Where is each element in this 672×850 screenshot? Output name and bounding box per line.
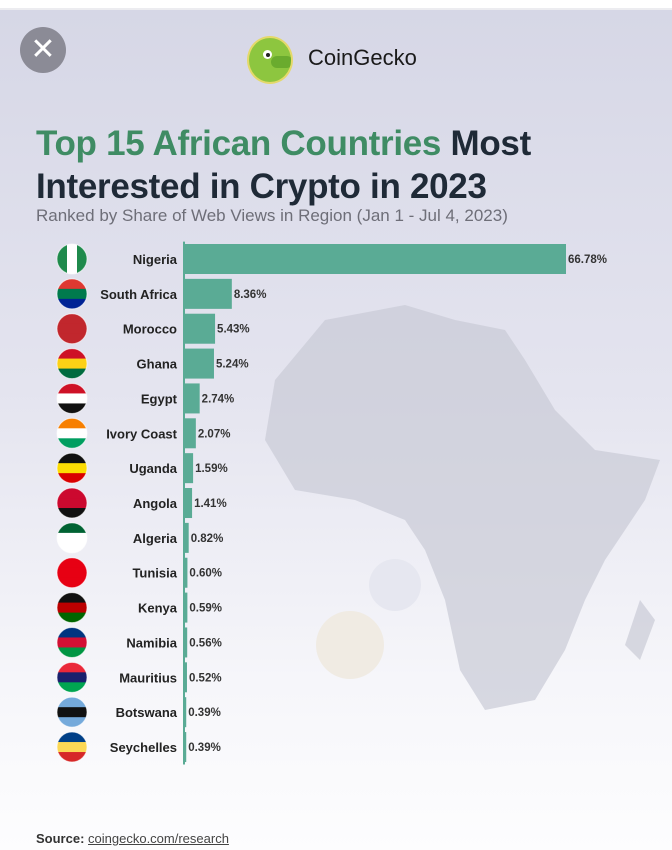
- flag-icon: [57, 383, 87, 414]
- value-label: 1.41%: [194, 498, 227, 510]
- close-icon: ✕: [30, 33, 56, 66]
- coingecko-logo-icon: [247, 36, 293, 84]
- value-label: 2.74%: [202, 393, 235, 405]
- category-label: Seychelles: [110, 740, 177, 755]
- flag-icon: [57, 522, 87, 553]
- source-label: Source:: [36, 831, 85, 846]
- category-label: Namibia: [126, 635, 177, 650]
- value-label: 8.36%: [234, 289, 267, 301]
- bar-row: Ghana 5.24%: [56, 348, 249, 380]
- bar: [184, 244, 566, 274]
- bar-row: Namibia 0.56%: [56, 626, 222, 658]
- bar: [184, 488, 193, 519]
- africa-map-watermark: [265, 305, 660, 710]
- value-label: 0.56%: [189, 637, 222, 649]
- chart-title: Top 15 African Countries Most Interested …: [36, 122, 531, 208]
- flag-icon: [57, 662, 87, 693]
- flag-icon: [57, 627, 87, 658]
- bar: [184, 592, 188, 623]
- bar: [184, 522, 189, 553]
- value-label: 1.59%: [195, 463, 228, 475]
- category-label: Ivory Coast: [106, 426, 177, 441]
- title-highlight: Top 15 African Countries: [36, 124, 442, 163]
- category-label: Angola: [133, 496, 178, 511]
- bar-row: South Africa 8.36%: [56, 278, 267, 310]
- bar: [184, 278, 232, 309]
- flag-icon: [57, 348, 87, 379]
- value-label: 0.59%: [189, 603, 222, 615]
- bar-row: Nigeria 66.78%: [56, 243, 607, 275]
- chart-subtitle: Ranked by Share of Web Views in Region (…: [36, 206, 508, 225]
- bar-row: Kenya 0.59%: [56, 592, 222, 624]
- bar: [184, 383, 200, 414]
- category-label: Morocco: [123, 322, 177, 337]
- value-label: 0.52%: [189, 672, 222, 684]
- bar: [184, 627, 188, 658]
- flag-icon: [57, 592, 87, 623]
- category-label: Nigeria: [133, 252, 178, 267]
- category-label: Kenya: [138, 601, 178, 616]
- category-label: Tunisia: [132, 566, 177, 581]
- bar: [184, 732, 187, 763]
- value-label: 0.39%: [188, 742, 221, 754]
- bar: [184, 348, 214, 379]
- bar-row: Botswana 0.39%: [56, 696, 221, 728]
- category-label: Mauritius: [119, 670, 177, 685]
- category-label: South Africa: [100, 287, 178, 302]
- title-rest: Most: [441, 124, 532, 163]
- value-label: 0.60%: [189, 568, 222, 580]
- bar: [184, 697, 187, 728]
- bar-row: Seychelles 0.39%: [56, 731, 221, 763]
- bar-row: Algeria 0.82%: [56, 522, 224, 554]
- flag-icon: [57, 278, 87, 309]
- flag-icon: [57, 732, 87, 763]
- bar: [184, 557, 188, 588]
- flag-icon: [57, 488, 87, 519]
- value-label: 5.43%: [217, 324, 250, 336]
- bar: [184, 662, 187, 693]
- value-label: 5.24%: [216, 359, 249, 371]
- flag-icon: [57, 557, 87, 588]
- value-label: 66.78%: [568, 254, 607, 266]
- bar-row: Tunisia 0.60%: [56, 557, 222, 589]
- bar-row: Uganda 1.59%: [56, 452, 228, 484]
- category-label: Algeria: [133, 531, 178, 546]
- bar: [184, 418, 196, 449]
- category-label: Egypt: [141, 391, 178, 406]
- brand-name: CoinGecko: [308, 45, 417, 70]
- value-label: 0.82%: [191, 533, 224, 545]
- source-link[interactable]: coingecko.com/research: [88, 831, 229, 846]
- bar-row: Mauritius 0.52%: [56, 661, 222, 693]
- flag-icon: [57, 244, 87, 274]
- category-label: Uganda: [129, 461, 177, 476]
- bar-row: Egypt 2.74%: [56, 382, 235, 414]
- title-line2: Interested in Crypto in 2023: [36, 167, 487, 206]
- bar-row: Morocco 5.43%: [56, 313, 250, 345]
- flag-icon: [57, 418, 87, 449]
- bar-row: Angola 1.41%: [56, 487, 227, 519]
- divider: [0, 8, 672, 10]
- category-label: Botswana: [116, 705, 178, 720]
- bar: [184, 313, 216, 344]
- close-button[interactable]: ✕: [20, 27, 66, 73]
- category-label: Ghana: [137, 357, 178, 372]
- value-label: 0.39%: [188, 707, 221, 719]
- value-label: 2.07%: [198, 428, 231, 440]
- source-note: Source: coingecko.com/research: [36, 831, 229, 846]
- flag-icon: [57, 453, 87, 484]
- flag-icon: [57, 313, 87, 344]
- bar: [184, 453, 194, 484]
- bar-row: Ivory Coast 2.07%: [56, 417, 231, 449]
- flag-icon: [57, 697, 87, 728]
